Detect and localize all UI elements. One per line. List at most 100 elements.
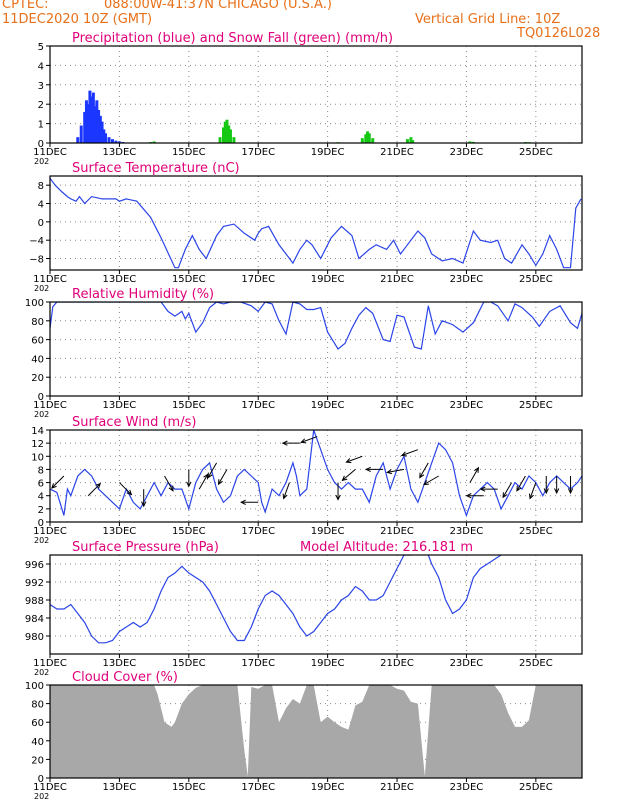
- model-code-label: TQ0126L028: [517, 26, 601, 41]
- bar: [88, 90, 92, 143]
- panel-frame: [49, 175, 583, 271]
- x-tick-label: 15DEC: [172, 658, 206, 669]
- x-tick-label: 17DEC: [241, 274, 275, 285]
- wind-arrow: [51, 475, 65, 489]
- panel-title: Surface Temperature (nC): [72, 161, 240, 176]
- wind-arrowhead: [240, 499, 246, 505]
- y-tick-label: 10: [31, 452, 44, 463]
- x-tick-label: 25DEC: [519, 274, 553, 285]
- bar: [90, 96, 94, 143]
- y-tick-label: 980: [25, 632, 44, 643]
- bar: [100, 121, 104, 143]
- x-tick-label: 21DEC: [380, 147, 414, 158]
- wind-arrowhead: [529, 493, 534, 500]
- series-line: [50, 430, 582, 518]
- x-tick-label: 21DEC: [380, 782, 414, 793]
- y-tick-label: 4: [38, 61, 44, 72]
- wind-arrow: [401, 449, 419, 456]
- y-tick-label: 60: [31, 718, 44, 729]
- x-tick-label: 23DEC: [450, 526, 484, 537]
- bar: [225, 119, 229, 143]
- y-tick-label: 0: [38, 774, 44, 785]
- bar: [468, 141, 472, 143]
- wind-arrowhead: [422, 480, 429, 486]
- wind-arrowhead: [300, 438, 307, 444]
- panel-4: 980 984 988 992 996 11DEC 13DEC 15DEC 17DEC 19DEC…: [25, 540, 583, 677]
- y-tick-label: 40: [31, 354, 44, 365]
- y-tick-label: 0: [38, 518, 44, 529]
- bar: [86, 104, 90, 143]
- wind-arrowhead: [345, 458, 352, 464]
- x-tick-label: 25DEC: [519, 658, 553, 669]
- x-tick-label: 23DEC: [450, 147, 484, 158]
- year-fragment: 202: [34, 668, 49, 677]
- y-tick-label: 0: [38, 392, 44, 403]
- series-line: [50, 302, 582, 350]
- wind-arrow: [207, 462, 218, 478]
- wind-arrowhead: [335, 494, 341, 501]
- x-tick-label: 25DEC: [519, 782, 553, 793]
- series-line: [50, 177, 582, 269]
- wind-arrow: [502, 482, 512, 498]
- x-tick-label: 23DEC: [450, 658, 484, 669]
- x-tick-label: 21DEC: [380, 658, 414, 669]
- y-tick-label: 0: [38, 139, 44, 150]
- panel-frame: [49, 429, 583, 523]
- y-tick-label: 100: [25, 298, 44, 309]
- x-tick-label: 15DEC: [172, 274, 206, 285]
- y-tick-label: 100: [25, 681, 44, 692]
- panel-1: −8 −4 0 4 8 11DEC 13DEC 15DEC 17DEC 19DEC 21DEC 23D…: [29, 161, 583, 293]
- panel-frame: [49, 301, 583, 397]
- wind-arrow: [469, 467, 479, 483]
- panel-frame: [49, 684, 583, 779]
- panel-title: Surface Pressure (hPa): [72, 540, 219, 555]
- y-tick-label: 8: [38, 181, 44, 192]
- bar: [79, 125, 83, 143]
- y-tick-label: 4: [38, 200, 44, 211]
- bar: [114, 140, 118, 143]
- bar: [360, 138, 364, 143]
- bar: [83, 111, 87, 143]
- y-tick-label: 40: [31, 737, 44, 748]
- y-tick-label: 2: [38, 100, 44, 111]
- x-tick-label: 13DEC: [103, 526, 137, 537]
- bar: [222, 127, 226, 143]
- x-tick-label: 25DEC: [519, 147, 553, 158]
- panel-frame: [49, 554, 583, 655]
- wind-arrowhead: [465, 493, 472, 499]
- wind-arrow: [218, 469, 228, 485]
- bar: [117, 141, 121, 143]
- wind-arrow: [87, 483, 101, 497]
- panel-title: Relative Humidity (%): [72, 287, 214, 302]
- x-tick-label: 19DEC: [311, 782, 345, 793]
- run-label: 11DEC2020 10Z (GMT): [2, 12, 153, 27]
- x-tick-label: 13DEC: [103, 658, 137, 669]
- location-label: 088:00W-41:37N CHICAGO (U.S.A.): [104, 0, 332, 12]
- y-tick-label: 80: [31, 317, 44, 328]
- wind-arrowhead: [126, 489, 133, 496]
- y-tick-label: 0: [38, 218, 44, 229]
- wind-arrowhead: [365, 466, 371, 473]
- x-tick-label: 17DEC: [241, 400, 275, 411]
- panel-0: 0 1 2 3 4 5 11DEC 13DEC 15DEC 17DEC 19DEC 21DEC 23DE…: [33, 31, 583, 166]
- wind-arrowhead: [203, 473, 209, 480]
- bar: [107, 137, 111, 143]
- wind-arrowhead: [217, 479, 223, 486]
- wind-arrowhead: [567, 488, 574, 495]
- x-tick-label: 13DEC: [103, 147, 137, 158]
- bar: [366, 131, 370, 143]
- bar: [364, 134, 368, 143]
- bar: [371, 138, 375, 143]
- bar: [95, 100, 99, 143]
- bar: [104, 133, 108, 143]
- x-tick-label: 21DEC: [380, 274, 414, 285]
- bar: [152, 141, 156, 143]
- y-tick-label: 984: [25, 614, 44, 625]
- wind-arrowhead: [341, 475, 348, 482]
- x-tick-label: 13DEC: [103, 400, 137, 411]
- wind-arrow: [283, 482, 290, 499]
- panel-5: 0 20 40 60 80 100 11DEC 13DEC 15DEC 17DEC 19DEC 21D…: [25, 670, 583, 800]
- y-tick-label: −8: [29, 255, 44, 266]
- year-fragment: 202: [34, 410, 49, 419]
